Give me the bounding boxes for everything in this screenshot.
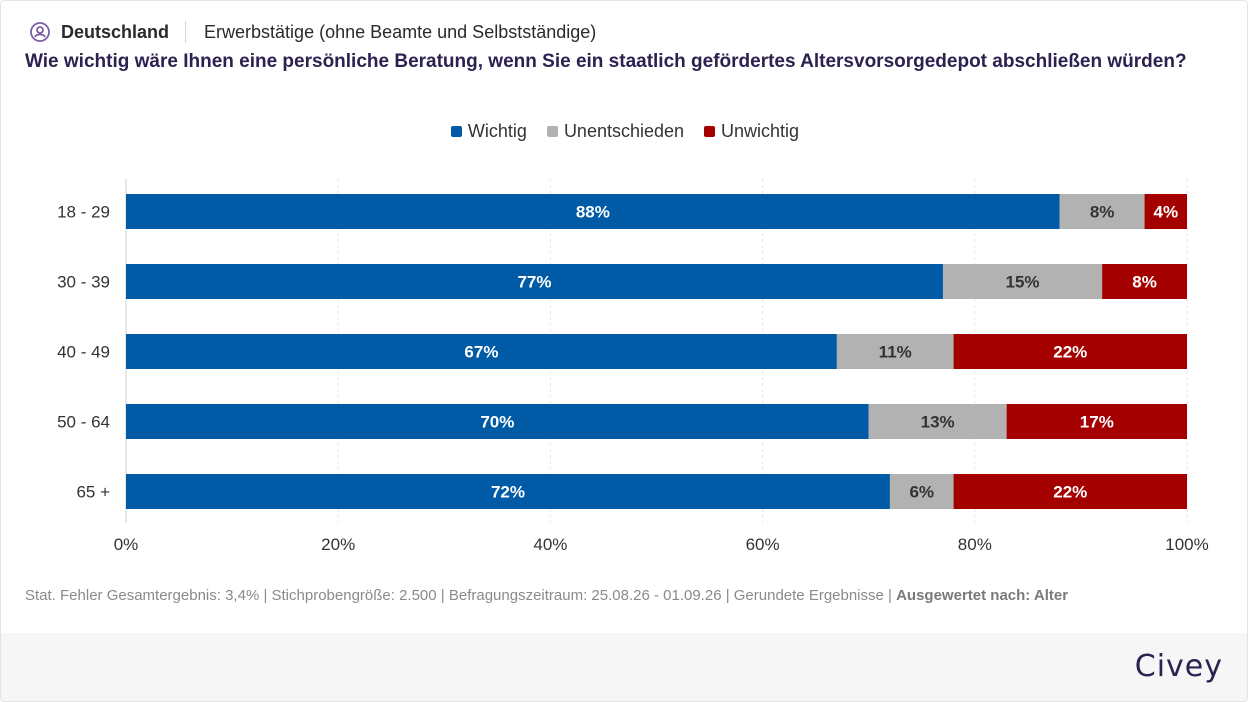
bar-segment — [1006, 404, 1187, 439]
legend-item-unwichtig[interactable]: Unwichtig — [704, 121, 799, 142]
data-label: 67% — [464, 343, 498, 362]
data-label: 4% — [1153, 203, 1178, 222]
legend-item-wichtig[interactable]: Wichtig — [450, 120, 527, 142]
bar-segment — [836, 334, 954, 369]
bar-segment — [126, 264, 943, 299]
bar-segment — [1144, 194, 1187, 229]
data-label: 88% — [576, 203, 610, 222]
header: Deutschland Erwerbstätige (ohne Beamte u… — [29, 19, 596, 45]
legend-item-unentschieden[interactable]: Unentschieden — [546, 120, 685, 142]
bar-segment — [868, 404, 1007, 439]
x-tick-label: 40% — [533, 535, 567, 554]
x-tick-label: 20% — [321, 535, 355, 554]
data-label: 72% — [491, 483, 525, 502]
data-label: 22% — [1053, 343, 1087, 362]
y-category-label: 50 - 64 — [57, 413, 110, 432]
data-label: 22% — [1053, 483, 1087, 502]
legend-label-unentschieden: Unentschieden — [563, 120, 685, 141]
bar-segment — [942, 264, 1103, 299]
header-divider — [185, 21, 187, 43]
legend-label-wichtig: Wichtig — [467, 120, 527, 141]
bar-segment — [953, 474, 1187, 509]
legend: Wichtig Unentschieden Unwichtig — [1, 119, 1247, 143]
user-search-icon — [29, 21, 51, 43]
country-label: Deutschland — [61, 21, 170, 42]
bar-segment — [1102, 264, 1187, 299]
x-tick-label: 60% — [746, 535, 780, 554]
y-category-label: 18 - 29 — [57, 203, 110, 222]
bar-segment — [126, 194, 1060, 229]
footnote-evaluation: Ausgewertet nach: Alter — [896, 587, 1069, 604]
data-label: 8% — [1132, 273, 1157, 292]
x-tick-label: 80% — [958, 535, 992, 554]
data-label: 15% — [1006, 273, 1040, 292]
bar-segment — [953, 334, 1187, 369]
y-category-label: 65 + — [76, 483, 110, 502]
data-label: 8% — [1090, 203, 1115, 222]
question-title: Wie wichtig wäre Ihnen eine persönliche … — [25, 51, 1187, 72]
legend-swatch-unentschieden — [546, 125, 558, 137]
data-label: 77% — [517, 273, 551, 292]
civey-logo: Civey — [1134, 649, 1223, 684]
x-tick-label: 0% — [114, 535, 139, 554]
population-group-label: Erwerbstätige (ohne Beamte und Selbststä… — [204, 21, 597, 42]
data-label: 13% — [921, 413, 955, 432]
legend-label-unwichtig: Unwichtig — [721, 120, 800, 141]
bar-segment — [126, 404, 869, 439]
legend-swatch-wichtig — [450, 125, 462, 137]
bar-segment — [1059, 194, 1145, 229]
footer-band — [1, 633, 1247, 701]
data-label: 6% — [909, 483, 934, 502]
footnote-text: Stat. Fehler Gesamtergebnis: 3,4% | Stic… — [25, 587, 897, 604]
y-category-label: 40 - 49 — [57, 343, 110, 362]
bar-segment — [126, 474, 890, 509]
data-label: 70% — [480, 413, 514, 432]
x-tick-label: 100% — [1165, 535, 1208, 554]
bar-segment — [889, 474, 954, 509]
y-category-label: 30 - 39 — [57, 273, 110, 292]
footnote: Stat. Fehler Gesamtergebnis: 3,4% | Stic… — [25, 587, 1068, 604]
stacked-bar-chart: 0% 20% 40% 60% 80% 100% 18 - 29 88% 8% 4% 30 - 39 7… — [57, 179, 1209, 554]
data-label: 17% — [1080, 413, 1114, 432]
data-label: 11% — [879, 343, 912, 362]
bar-segment — [126, 334, 837, 369]
legend-swatch-unwichtig — [704, 125, 716, 137]
